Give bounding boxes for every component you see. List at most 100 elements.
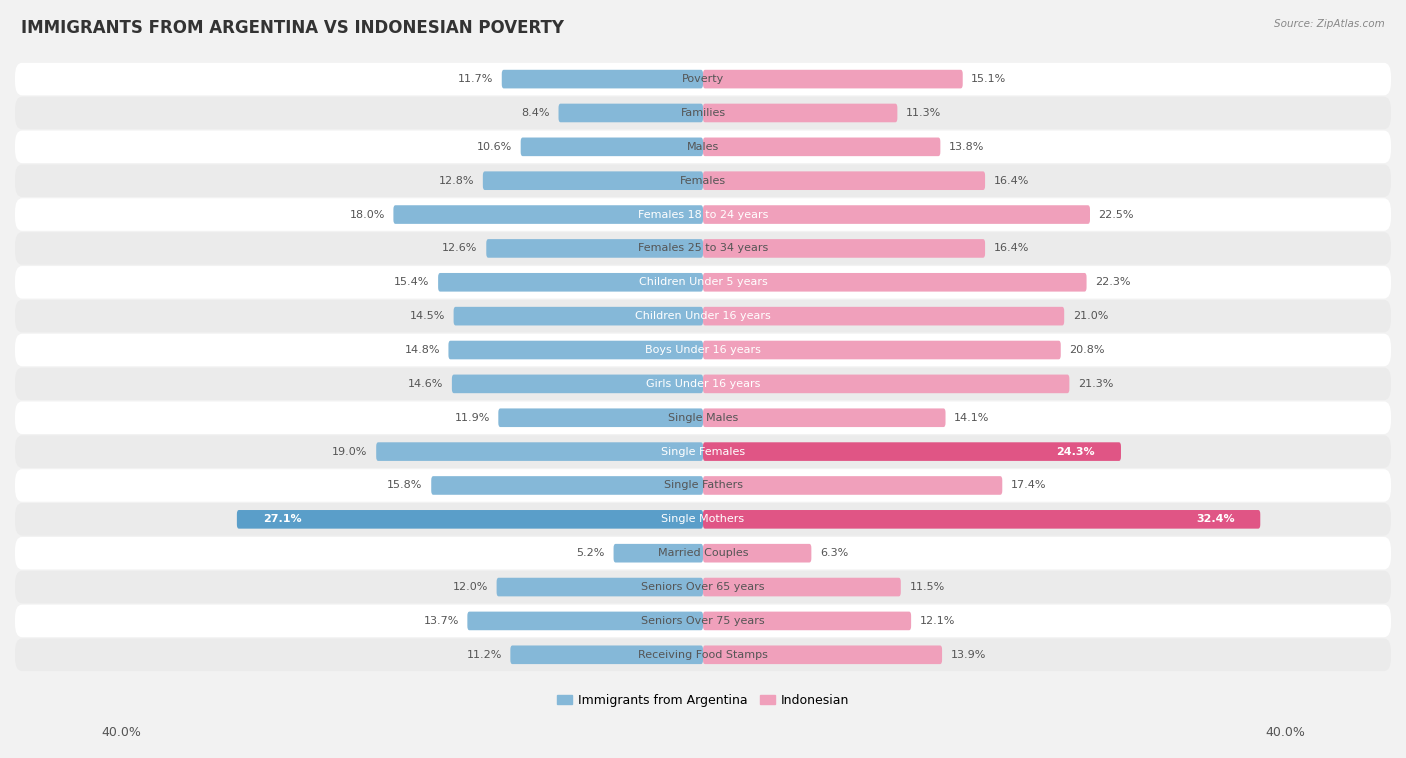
Text: 14.6%: 14.6%	[408, 379, 443, 389]
Text: Receiving Food Stamps: Receiving Food Stamps	[638, 650, 768, 659]
Text: Single Fathers: Single Fathers	[664, 481, 742, 490]
Text: 22.3%: 22.3%	[1095, 277, 1130, 287]
Text: 13.7%: 13.7%	[423, 616, 458, 626]
Text: 27.1%: 27.1%	[263, 515, 301, 525]
Text: Children Under 16 years: Children Under 16 years	[636, 311, 770, 321]
Text: Poverty: Poverty	[682, 74, 724, 84]
Text: 13.9%: 13.9%	[950, 650, 986, 659]
FancyBboxPatch shape	[15, 435, 1391, 468]
FancyBboxPatch shape	[454, 307, 703, 325]
Text: 11.3%: 11.3%	[905, 108, 941, 118]
Text: Families: Families	[681, 108, 725, 118]
Text: Females 18 to 24 years: Females 18 to 24 years	[638, 209, 768, 220]
FancyBboxPatch shape	[703, 374, 1070, 393]
FancyBboxPatch shape	[439, 273, 703, 292]
FancyBboxPatch shape	[15, 503, 1391, 536]
FancyBboxPatch shape	[15, 537, 1391, 569]
Text: Children Under 5 years: Children Under 5 years	[638, 277, 768, 287]
FancyBboxPatch shape	[703, 646, 942, 664]
Text: 16.4%: 16.4%	[994, 176, 1029, 186]
FancyBboxPatch shape	[15, 368, 1391, 400]
Text: Females: Females	[681, 176, 725, 186]
Text: 10.6%: 10.6%	[477, 142, 512, 152]
FancyBboxPatch shape	[498, 409, 703, 427]
Text: Boys Under 16 years: Boys Under 16 years	[645, 345, 761, 355]
Text: 19.0%: 19.0%	[332, 446, 367, 456]
FancyBboxPatch shape	[15, 334, 1391, 366]
Text: Females 25 to 34 years: Females 25 to 34 years	[638, 243, 768, 253]
Text: 16.4%: 16.4%	[994, 243, 1029, 253]
Text: Single Males: Single Males	[668, 413, 738, 423]
FancyBboxPatch shape	[613, 544, 703, 562]
Text: 15.8%: 15.8%	[387, 481, 423, 490]
FancyBboxPatch shape	[15, 199, 1391, 231]
FancyBboxPatch shape	[15, 63, 1391, 96]
FancyBboxPatch shape	[377, 442, 703, 461]
FancyBboxPatch shape	[496, 578, 703, 597]
FancyBboxPatch shape	[15, 266, 1391, 299]
Text: 12.1%: 12.1%	[920, 616, 955, 626]
FancyBboxPatch shape	[394, 205, 703, 224]
FancyBboxPatch shape	[703, 544, 811, 562]
Text: Source: ZipAtlas.com: Source: ZipAtlas.com	[1274, 19, 1385, 29]
Text: 14.5%: 14.5%	[409, 311, 446, 321]
Text: IMMIGRANTS FROM ARGENTINA VS INDONESIAN POVERTY: IMMIGRANTS FROM ARGENTINA VS INDONESIAN …	[21, 19, 564, 37]
FancyBboxPatch shape	[15, 469, 1391, 502]
Text: 17.4%: 17.4%	[1011, 481, 1046, 490]
FancyBboxPatch shape	[15, 97, 1391, 129]
Text: 11.2%: 11.2%	[467, 650, 502, 659]
FancyBboxPatch shape	[703, 137, 941, 156]
Text: 14.1%: 14.1%	[955, 413, 990, 423]
Text: Males: Males	[688, 142, 718, 152]
FancyBboxPatch shape	[467, 612, 703, 630]
Text: 21.3%: 21.3%	[1078, 379, 1114, 389]
Text: 12.8%: 12.8%	[439, 176, 474, 186]
Text: 6.3%: 6.3%	[820, 548, 848, 558]
Text: 21.0%: 21.0%	[1073, 311, 1108, 321]
Text: 15.1%: 15.1%	[972, 74, 1007, 84]
Text: Girls Under 16 years: Girls Under 16 years	[645, 379, 761, 389]
FancyBboxPatch shape	[520, 137, 703, 156]
FancyBboxPatch shape	[703, 476, 1002, 495]
Text: 11.5%: 11.5%	[910, 582, 945, 592]
FancyBboxPatch shape	[703, 205, 1090, 224]
FancyBboxPatch shape	[236, 510, 703, 528]
Text: 40.0%: 40.0%	[101, 726, 141, 739]
Text: 5.2%: 5.2%	[576, 548, 605, 558]
FancyBboxPatch shape	[502, 70, 703, 89]
FancyBboxPatch shape	[482, 171, 703, 190]
Text: Married Couples: Married Couples	[658, 548, 748, 558]
FancyBboxPatch shape	[703, 273, 1087, 292]
Text: 20.8%: 20.8%	[1070, 345, 1105, 355]
Text: 11.7%: 11.7%	[458, 74, 494, 84]
FancyBboxPatch shape	[703, 239, 986, 258]
Text: 24.3%: 24.3%	[1056, 446, 1095, 456]
FancyBboxPatch shape	[703, 340, 1060, 359]
Text: 22.5%: 22.5%	[1098, 209, 1135, 220]
Legend: Immigrants from Argentina, Indonesian: Immigrants from Argentina, Indonesian	[557, 694, 849, 707]
FancyBboxPatch shape	[15, 300, 1391, 333]
Text: 11.9%: 11.9%	[454, 413, 489, 423]
FancyBboxPatch shape	[449, 340, 703, 359]
FancyBboxPatch shape	[15, 130, 1391, 163]
FancyBboxPatch shape	[15, 605, 1391, 637]
FancyBboxPatch shape	[558, 104, 703, 122]
Text: Seniors Over 65 years: Seniors Over 65 years	[641, 582, 765, 592]
Text: 18.0%: 18.0%	[350, 209, 385, 220]
FancyBboxPatch shape	[15, 164, 1391, 197]
Text: 14.8%: 14.8%	[405, 345, 440, 355]
Text: Single Females: Single Females	[661, 446, 745, 456]
FancyBboxPatch shape	[703, 307, 1064, 325]
Text: 40.0%: 40.0%	[1265, 726, 1305, 739]
FancyBboxPatch shape	[15, 232, 1391, 265]
FancyBboxPatch shape	[432, 476, 703, 495]
FancyBboxPatch shape	[15, 638, 1391, 671]
Text: Single Mothers: Single Mothers	[661, 515, 745, 525]
Text: 8.4%: 8.4%	[522, 108, 550, 118]
FancyBboxPatch shape	[703, 104, 897, 122]
FancyBboxPatch shape	[451, 374, 703, 393]
FancyBboxPatch shape	[486, 239, 703, 258]
Text: Seniors Over 75 years: Seniors Over 75 years	[641, 616, 765, 626]
FancyBboxPatch shape	[703, 409, 945, 427]
FancyBboxPatch shape	[703, 510, 1260, 528]
